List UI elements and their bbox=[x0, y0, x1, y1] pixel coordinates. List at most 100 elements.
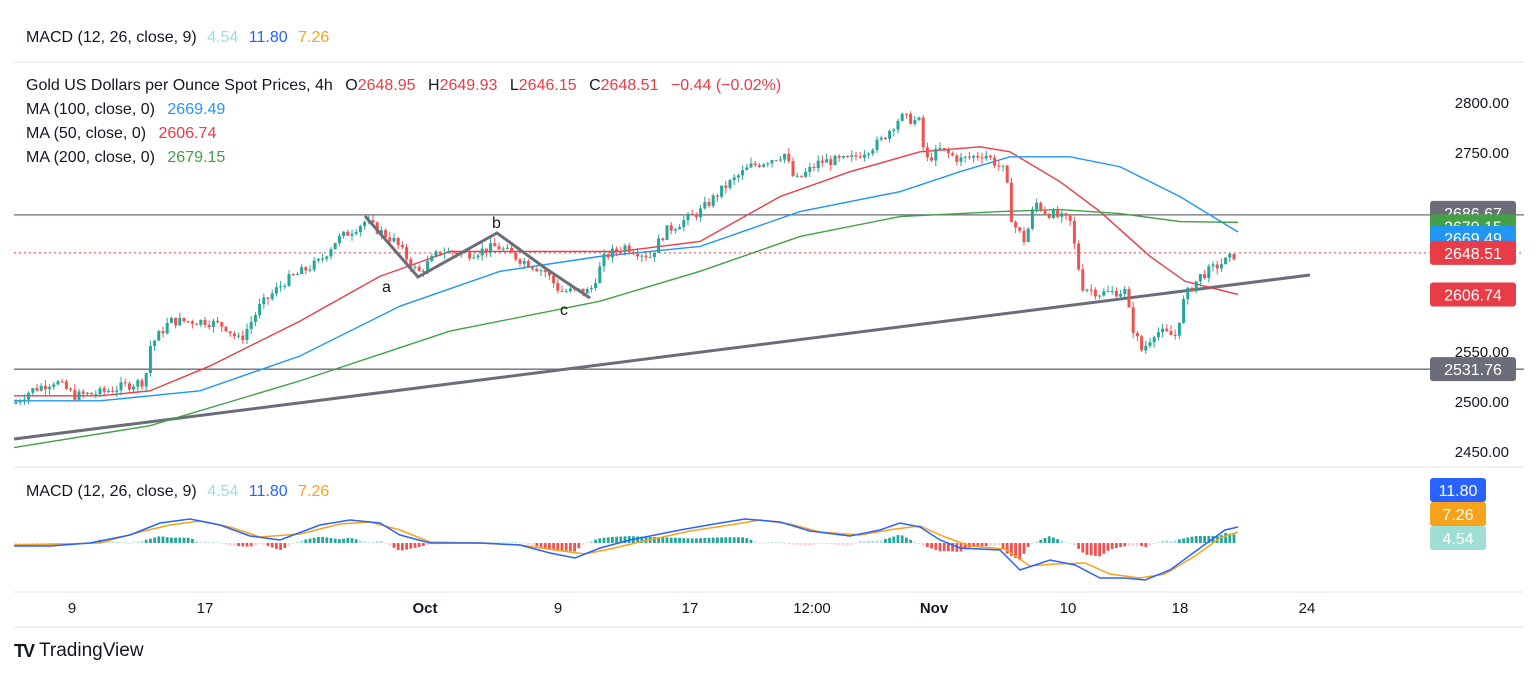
ma50-line[interactable] bbox=[14, 146, 1239, 397]
candle-body bbox=[295, 273, 299, 275]
candle bbox=[1144, 340, 1148, 355]
macd-hist-bar bbox=[1106, 543, 1110, 551]
candle-body bbox=[90, 392, 94, 395]
candle-body bbox=[854, 155, 858, 157]
rising-trendline[interactable] bbox=[13, 273, 1311, 441]
macd-hist-bar bbox=[123, 542, 127, 543]
candle-body bbox=[1198, 274, 1202, 282]
candle bbox=[253, 312, 257, 327]
candle-body bbox=[833, 155, 837, 166]
macd-hist-bar bbox=[1068, 543, 1072, 544]
candle-body bbox=[858, 156, 862, 158]
candle bbox=[287, 270, 291, 287]
macd-hist-bar bbox=[942, 543, 946, 552]
macd-hist-bar bbox=[128, 543, 131, 544]
candle bbox=[161, 326, 165, 338]
candle bbox=[804, 167, 808, 178]
ma100-line[interactable] bbox=[14, 156, 1239, 402]
candle bbox=[400, 241, 404, 250]
macd-hist-bar bbox=[136, 541, 140, 543]
macd-hist-bar bbox=[312, 537, 316, 543]
candle bbox=[468, 248, 472, 262]
candle-body bbox=[652, 252, 656, 258]
macd-hist-bar bbox=[417, 543, 421, 547]
candle bbox=[434, 249, 438, 258]
candle bbox=[669, 221, 673, 235]
macd-hist-bar bbox=[422, 543, 425, 547]
candle bbox=[1190, 286, 1194, 293]
macd-hist-bar bbox=[615, 536, 618, 543]
candle bbox=[1127, 286, 1131, 308]
candle-body bbox=[715, 195, 719, 197]
macd-hist-bar bbox=[581, 543, 585, 545]
macd-hist-bar bbox=[871, 540, 875, 543]
macd-hist-bar bbox=[1077, 543, 1080, 549]
candle bbox=[1081, 264, 1085, 292]
candle-body bbox=[741, 170, 745, 176]
candle bbox=[615, 246, 619, 257]
abc-pattern[interactable]: a b c bbox=[363, 215, 591, 319]
macd-line[interactable] bbox=[14, 518, 1239, 581]
candle bbox=[896, 118, 900, 134]
time-label-sep-17: 17 bbox=[197, 600, 214, 617]
candle bbox=[1072, 216, 1076, 249]
candle bbox=[245, 323, 249, 344]
candle-body bbox=[791, 160, 795, 177]
macd-hist-bar bbox=[1157, 542, 1160, 543]
candle-body bbox=[615, 248, 619, 252]
candle-body bbox=[1110, 290, 1114, 292]
macd-hist-bar bbox=[325, 537, 329, 543]
candle bbox=[337, 233, 341, 247]
tradingview-brand[interactable]: TV TradingView bbox=[14, 640, 144, 662]
candle bbox=[976, 151, 980, 161]
candle-body bbox=[14, 402, 18, 404]
macd-tags: 11.80 7.26 4.54 bbox=[1430, 478, 1486, 550]
candle bbox=[913, 116, 917, 127]
candle bbox=[589, 285, 593, 293]
candle bbox=[127, 381, 131, 392]
macd-hist-bar bbox=[510, 542, 513, 543]
candle-body bbox=[262, 297, 266, 305]
macd-hist-bar bbox=[1043, 537, 1047, 543]
candle-body bbox=[644, 255, 648, 258]
candle bbox=[1131, 301, 1135, 339]
macd-hist-bar bbox=[203, 542, 207, 543]
macd-hist-bar bbox=[354, 539, 358, 543]
time-label-sep-9: 9 bbox=[68, 600, 76, 617]
candle-body bbox=[342, 231, 346, 237]
candle bbox=[820, 155, 824, 167]
candle bbox=[182, 317, 186, 323]
macd-hist-bar bbox=[1224, 532, 1227, 543]
candle-body bbox=[892, 129, 896, 131]
macd-hist-bar bbox=[367, 542, 371, 543]
price-axis[interactable]: 2800.00 2750.00 2550.00 2500.00 2450.00 bbox=[1455, 95, 1509, 461]
candle-body bbox=[552, 275, 556, 284]
macd-hist-bar bbox=[489, 542, 492, 543]
candle bbox=[199, 319, 203, 328]
macd-hist-bar bbox=[1094, 543, 1097, 556]
abc-pattern-line[interactable] bbox=[363, 215, 591, 300]
time-axis[interactable]: 9 17 Oct 9 17 12:00 Nov 10 18 24 bbox=[68, 600, 1316, 617]
candle-body bbox=[585, 289, 589, 294]
ma200-line[interactable] bbox=[13, 208, 1239, 449]
macd-hist-bar bbox=[115, 541, 119, 543]
candle-body bbox=[951, 153, 955, 156]
candle bbox=[1165, 324, 1169, 333]
macd-signal-line[interactable] bbox=[13, 519, 1239, 579]
candle-body bbox=[94, 394, 98, 396]
candle bbox=[888, 129, 892, 143]
candle bbox=[1077, 240, 1081, 271]
candle-body bbox=[669, 225, 673, 231]
candle-body bbox=[468, 251, 472, 259]
candle-body bbox=[27, 392, 31, 400]
candle bbox=[1009, 177, 1013, 223]
macd-hist-bar bbox=[493, 542, 497, 543]
candle-body bbox=[1156, 332, 1160, 338]
candle bbox=[1014, 220, 1018, 234]
candle bbox=[31, 387, 35, 396]
macd-hist-bar bbox=[972, 543, 975, 547]
candle-body bbox=[690, 213, 694, 215]
price-tag-bg bbox=[1430, 240, 1516, 265]
price-tag: 2606.74 bbox=[1430, 282, 1516, 307]
